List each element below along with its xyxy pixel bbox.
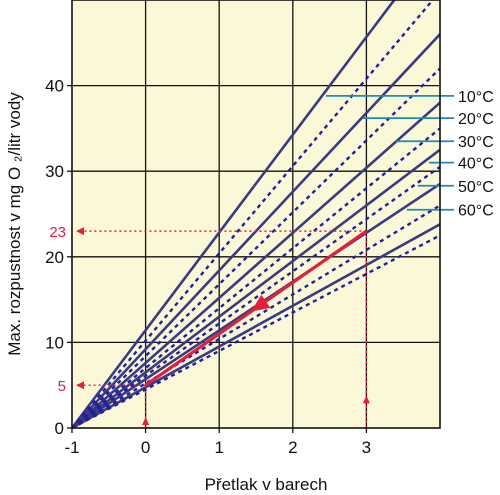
legend-label-1: 20°C	[458, 111, 494, 128]
dotted-line-6	[72, 0, 435, 428]
dotted-line-9	[72, 165, 440, 428]
x-tick-label-2: 1	[214, 438, 223, 457]
legend-label-5: 60°C	[458, 203, 494, 220]
x-axis-title: Přetlak v barech	[205, 475, 328, 494]
legend-label-3: 40°C	[458, 156, 494, 173]
dotted-line-8	[72, 127, 440, 428]
x-tick-label-0: -1	[64, 438, 79, 457]
example-path-arrowhead	[251, 294, 271, 312]
y-tick-label-3: 30	[45, 162, 64, 181]
y-tick-label-2: 20	[45, 248, 64, 267]
y-tick-label-1: 10	[45, 333, 64, 352]
y-axis-title: Max. rozpustnost v mg O ₂/litr vody	[5, 92, 24, 356]
annot-label-1: 23	[49, 224, 66, 241]
x-tick-label-3: 2	[288, 438, 297, 457]
annot-arrowhead-1	[76, 227, 84, 236]
legend-pointers	[325, 94, 454, 211]
annot-up-arrow-0	[142, 417, 150, 426]
annot-arrowhead-0	[76, 381, 84, 390]
y-tick-label-0: 0	[55, 419, 64, 438]
dotted-line-7	[72, 67, 440, 428]
series-line-10c	[72, 0, 396, 428]
x-tick-label-1: 0	[141, 438, 150, 457]
x-tick-label-4: 3	[362, 438, 371, 457]
plot-background	[72, 0, 440, 428]
series-line-60c	[72, 223, 440, 428]
y-tick-label-4: 40	[45, 77, 64, 96]
annotations: 5 23	[49, 224, 370, 428]
series-line-30c	[72, 101, 440, 428]
legend-label-2: 30°C	[458, 134, 494, 151]
annot-label-0: 5	[58, 378, 66, 395]
legend-label-0: 10°C	[458, 89, 494, 106]
plot-frame	[71, 0, 441, 429]
series-line-40c	[72, 148, 440, 428]
legend-label-4: 50°C	[458, 179, 494, 196]
annot-up-arrow-1	[362, 395, 370, 404]
grid	[72, 0, 440, 428]
legend: 10°C 20°C 30°C 40°C 50°C 60°C	[458, 89, 494, 220]
dotted-line-11	[72, 234, 440, 428]
